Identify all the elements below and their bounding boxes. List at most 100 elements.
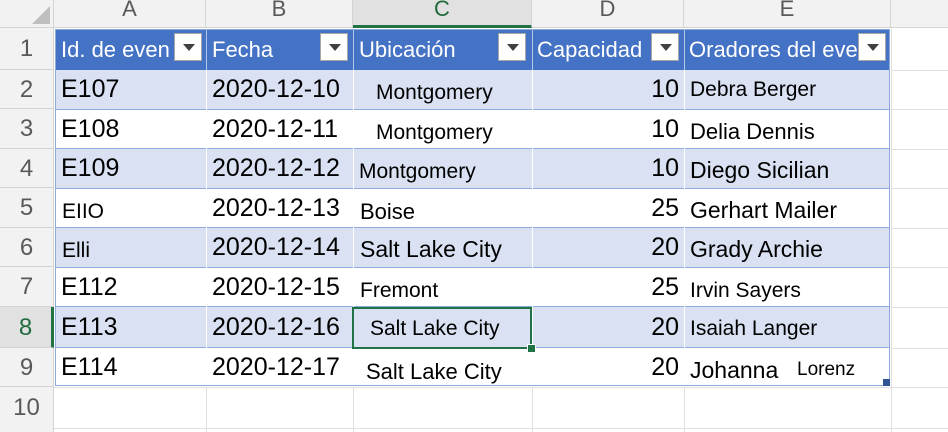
filter-dropdown-button[interactable]: [651, 33, 679, 61]
row-divider: [55, 109, 890, 110]
table-cell[interactable]: Diego Sicilian: [690, 157, 830, 183]
row-header-2[interactable]: 2: [0, 70, 54, 109]
table-cell[interactable]: EIIO: [62, 200, 105, 223]
row-header-4[interactable]: 4: [0, 149, 54, 188]
table-cell[interactable]: E108: [61, 115, 120, 143]
table-resize-handle[interactable]: [883, 379, 890, 386]
table-cell[interactable]: Salt Lake City: [366, 359, 502, 384]
row-header-8[interactable]: 8: [0, 307, 54, 348]
table-cell[interactable]: Fremont: [360, 279, 439, 302]
column-divider: [206, 70, 207, 386]
table-cell[interactable]: 10: [651, 154, 679, 182]
row-divider: [55, 306, 890, 307]
table-cell[interactable]: Elli: [62, 239, 91, 262]
row-divider: [55, 148, 890, 149]
table-row: [55, 109, 890, 149]
table-cell[interactable]: Gerhart Mailer: [690, 197, 837, 223]
row-header-7[interactable]: 7: [0, 267, 54, 307]
table-row: [55, 307, 890, 348]
table-cell[interactable]: 20: [651, 353, 679, 381]
table-cell[interactable]: 10: [651, 75, 679, 103]
column-header-a[interactable]: A: [54, 0, 206, 28]
header-cell-location[interactable]: Ubicación: [359, 37, 456, 62]
header-cell-date[interactable]: Fecha: [212, 37, 274, 62]
row-header-5[interactable]: 5: [0, 188, 54, 228]
filter-dropdown-button[interactable]: [498, 33, 526, 61]
filter-dropdown-button[interactable]: [174, 33, 202, 61]
active-cell-selection[interactable]: [352, 307, 532, 349]
table-cell[interactable]: 20: [651, 313, 679, 341]
table-cell[interactable]: 2020-12-11: [212, 115, 339, 143]
column-divider: [353, 70, 354, 386]
table-cell[interactable]: 2020-12-14: [212, 233, 340, 261]
column-header-f[interactable]: [891, 0, 948, 28]
row-divider: [55, 267, 890, 268]
grid-line: [206, 387, 207, 432]
header-cell-speakers[interactable]: Oradores del eve: [689, 37, 858, 62]
row-header-6[interactable]: 6: [0, 228, 54, 267]
table-cell[interactable]: 2020-12-16: [212, 313, 340, 341]
grid-line: [891, 348, 948, 349]
select-all-corner[interactable]: [0, 0, 54, 28]
column-divider: [532, 70, 533, 386]
fill-handle[interactable]: [527, 344, 536, 353]
table-cell[interactable]: Grady Archie: [690, 236, 823, 262]
table-cell[interactable]: E114: [61, 353, 118, 381]
table-cell[interactable]: E112: [61, 273, 118, 301]
column-header-c[interactable]: C: [353, 0, 532, 28]
column-header-b[interactable]: B: [206, 0, 353, 28]
header-divider: [684, 29, 685, 70]
table-row: [55, 188, 890, 228]
table-cell[interactable]: 25: [651, 194, 679, 222]
grid-line: [353, 387, 354, 432]
table-cell[interactable]: Salt Lake City: [370, 317, 500, 340]
column-header-d[interactable]: D: [532, 0, 684, 28]
table-cell[interactable]: Delia Dennis: [690, 119, 815, 144]
table-cell[interactable]: 2020-12-12: [212, 154, 340, 182]
table-cell[interactable]: E107: [61, 75, 120, 103]
table-row: [55, 70, 890, 109]
table-cell[interactable]: 25: [651, 273, 679, 301]
grid-line: [54, 428, 948, 429]
grid-line: [891, 109, 948, 110]
table-cell-overflow-text[interactable]: Lorenz: [797, 359, 856, 380]
grid-line: [54, 387, 948, 388]
table-cell[interactable]: Montgomery: [376, 121, 493, 144]
column-header-e[interactable]: E: [684, 0, 891, 28]
row-header-3[interactable]: 3: [0, 109, 54, 149]
grid-line: [891, 267, 948, 268]
grid-line: [532, 387, 533, 432]
grid-line: [891, 70, 948, 71]
table-cell[interactable]: E113: [61, 313, 118, 341]
header-cell-event-id[interactable]: Id. de even: [61, 37, 170, 62]
table-cell[interactable]: Johanna: [690, 357, 779, 383]
table-cell[interactable]: Irvin Sayers: [690, 279, 801, 302]
header-divider: [206, 29, 207, 70]
grid-line: [891, 188, 948, 189]
header-cell-capacity[interactable]: Capacidad: [537, 37, 643, 62]
table-cell[interactable]: 10: [651, 115, 679, 143]
table-cell[interactable]: 2020-12-17: [212, 353, 340, 381]
select-all-triangle-icon: [32, 6, 50, 24]
table-cell[interactable]: Debra Berger: [690, 78, 817, 101]
table-cell[interactable]: Montgomery: [376, 81, 493, 104]
filter-dropdown-button[interactable]: [320, 33, 348, 61]
table-cell[interactable]: 2020-12-15: [212, 273, 340, 301]
row-header-1[interactable]: 1: [0, 28, 54, 70]
table-cell[interactable]: 2020-12-10: [212, 75, 340, 103]
table-row: [55, 228, 890, 267]
filter-dropdown-button[interactable]: [858, 33, 886, 61]
table-cell[interactable]: Montgomery: [359, 160, 476, 183]
header-divider: [353, 29, 354, 70]
table-cell[interactable]: 20: [651, 233, 679, 261]
table-cell[interactable]: Salt Lake City: [360, 236, 502, 262]
row-header-9[interactable]: 9: [0, 348, 54, 387]
table-cell[interactable]: E109: [61, 154, 120, 182]
row-header-10[interactable]: 10: [0, 387, 54, 432]
table-cell[interactable]: 2020-12-13: [212, 194, 340, 222]
table-cell[interactable]: Boise: [360, 199, 416, 224]
table-cell[interactable]: Isaiah Langer: [690, 317, 818, 340]
grid-line: [891, 149, 948, 150]
grid-line: [891, 28, 892, 432]
